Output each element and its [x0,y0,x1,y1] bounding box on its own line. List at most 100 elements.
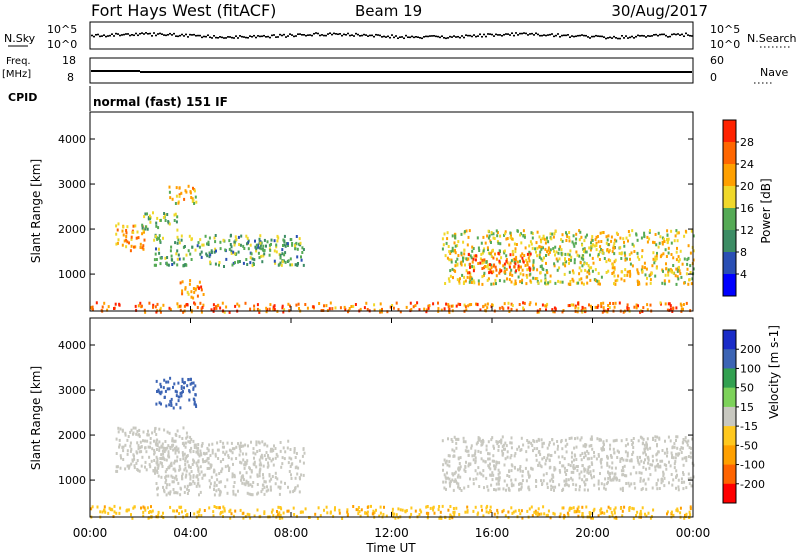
power-cell [283,308,286,312]
velocity-cell [184,509,187,513]
velocity-cell [230,457,233,461]
velocity-cell [299,459,302,463]
noise-point [609,36,611,39]
velocity-cell [611,461,614,465]
power-cell [175,220,178,224]
power-cell [578,278,581,282]
power-cell [470,303,473,306]
velocity-cell [632,465,635,469]
velocity-cell [542,441,545,445]
velocity-cell [682,487,685,491]
power-cell [657,231,660,235]
power-cell [365,301,368,305]
noise-point [635,35,637,38]
velocity-cell [138,469,141,473]
velocity-cell [570,470,573,474]
power-cell [629,272,632,276]
velocity-cell [272,457,274,461]
velocity-cell [583,488,586,492]
velocity-cell [550,484,553,488]
velocity-cell [615,438,618,442]
velocity-cell [167,380,170,384]
velocity-cell [159,382,162,386]
power-cell [466,271,469,275]
velocity-cell [448,517,451,520]
velocity-cell [263,510,266,514]
velocity-cell [449,513,452,517]
velocity-cell [514,478,517,482]
noise-point [539,34,541,37]
velocity-cell [465,445,468,449]
velocity-cell [326,511,329,515]
velocity-cell [284,450,287,454]
noise-point [169,32,171,35]
colorbar-frame [722,329,737,504]
colorbar-tick-label: 12 [740,224,754,237]
velocity-cell [245,481,248,485]
noise-point [657,34,659,37]
power-cell [217,303,220,307]
power-cell [467,257,470,261]
power-cell [669,307,672,311]
velocity-cell [626,451,629,455]
velocity-cell [185,454,188,458]
power-cell [251,257,254,261]
velocity-cell [256,483,259,486]
noise-point [221,36,223,39]
velocity-cell [217,506,220,510]
velocity-feature-1 [155,376,198,410]
power-cell [525,282,528,286]
velocity-cell [419,508,422,512]
power-cell [274,261,277,265]
velocity-cell [137,468,140,472]
power-cell [631,264,634,268]
noise-point [679,34,681,36]
power-cell [451,304,454,308]
velocity-cell [162,386,165,390]
velocity-cell [160,475,163,479]
velocity-cell [464,470,467,473]
power-cell [499,268,501,272]
colorbar-tick-label: 28 [740,136,754,149]
velocity-cell [557,455,560,459]
power-cell [492,248,494,252]
power-cell [490,255,493,258]
velocity-cell [590,456,593,460]
velocity-cell [546,456,549,460]
velocity-cell [582,444,585,448]
power-cell [542,246,544,250]
noise-point [277,36,279,38]
power-cell [180,234,183,238]
noise-point [561,34,563,37]
velocity-cell [206,446,209,450]
velocity-cell [458,462,461,465]
velocity-cell [426,505,429,509]
velocity-cell [592,516,594,520]
power-cell [189,252,192,256]
power-cell [168,222,171,226]
velocity-cell [510,484,513,488]
colorbar-segment [723,164,736,187]
velocity-cell [173,447,176,451]
power-cell [595,235,598,239]
velocity-cell [201,442,204,445]
power-cell [622,310,625,314]
nave-tick-bottom: 0 [710,71,717,84]
velocity-cell [583,455,585,459]
power-cell [185,253,188,257]
power-cell [503,279,506,283]
power-cell [506,237,509,240]
power-cell [296,263,299,267]
velocity-cell [512,483,515,487]
noise-point [569,36,571,39]
velocity-cell [189,382,192,386]
ytick-label: 1000 [58,474,86,487]
power-cell [584,308,587,312]
velocity-cell [565,478,568,482]
power-cell [157,247,160,251]
velocity-cell [170,397,173,401]
velocity-cell [531,514,534,518]
power-cell [591,238,594,242]
velocity-cell [660,481,663,485]
velocity-cell [442,480,445,484]
